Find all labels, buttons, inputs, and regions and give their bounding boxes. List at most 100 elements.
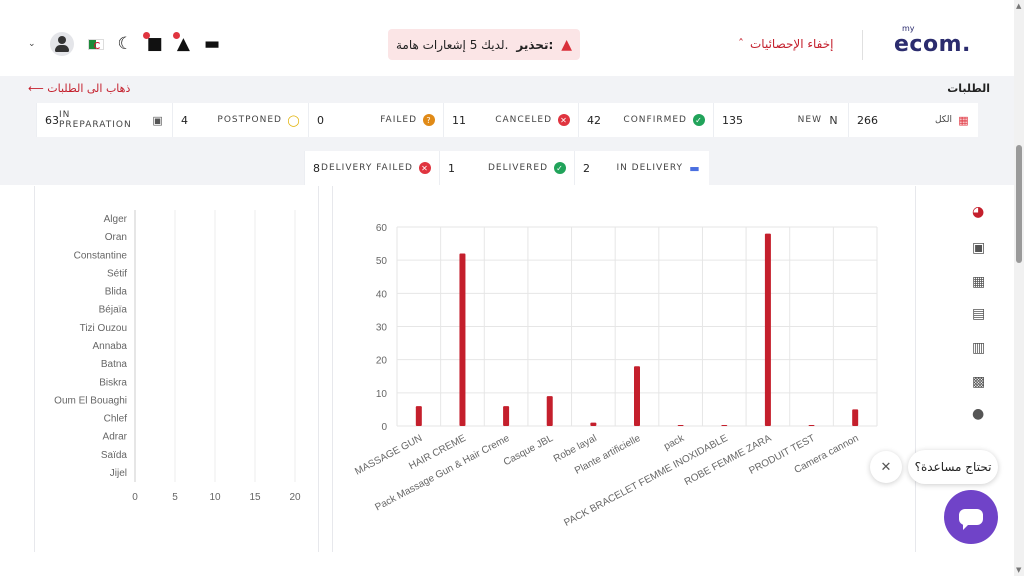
stat-label: CANCELED ✕ bbox=[495, 114, 570, 126]
help-bubble[interactable]: تحتاج مساعدة؟ bbox=[908, 450, 998, 484]
stat-value: 63 bbox=[45, 113, 59, 127]
bar bbox=[721, 425, 728, 426]
go-to-orders-link[interactable]: ⟵ ذهاب الى الطلبات bbox=[28, 82, 130, 95]
stat-value: 1 bbox=[448, 161, 455, 175]
cart-icon[interactable]: ▥ bbox=[972, 340, 986, 356]
stat-label-text: IN PREPARATION bbox=[59, 110, 132, 130]
close-icon[interactable]: ✕ bbox=[870, 451, 902, 483]
product-chart-panel: 0 10 20 30 40 50 60 MASSAGE GUN HAIR CREME Pack M… bbox=[332, 186, 916, 552]
question-circle-icon: ? bbox=[423, 114, 435, 126]
user-avatar[interactable] bbox=[49, 32, 74, 56]
stat-label-text: الكل bbox=[934, 115, 952, 125]
alert-prefix: تحذير: bbox=[516, 37, 554, 52]
stat-in-preparation[interactable]: 63 IN PREPARATION ▣ bbox=[36, 103, 172, 137]
bar bbox=[808, 425, 815, 426]
y-tick-label: 10 bbox=[376, 389, 388, 400]
stat-label: DELIVERY FAILED ✕ bbox=[321, 162, 431, 174]
bar bbox=[677, 425, 684, 426]
stat-label-text: CANCELED bbox=[495, 115, 552, 125]
algeria-flag-icon[interactable] bbox=[87, 38, 104, 50]
stat-label-text: CONFIRMED bbox=[623, 115, 687, 125]
chat-bubble-icon bbox=[959, 509, 983, 530]
x-tick-label: 10 bbox=[209, 492, 221, 503]
stat-label: FAILED? bbox=[380, 114, 435, 126]
bar bbox=[764, 233, 771, 426]
scroll-down-icon[interactable]: ▼ bbox=[1016, 566, 1022, 574]
y-tick-label: Annaba bbox=[93, 341, 128, 352]
bar bbox=[503, 406, 510, 426]
y-tick-label: Béjaïa bbox=[99, 305, 128, 316]
stat-label: IN DELIVERY ▬ bbox=[616, 162, 701, 175]
alert-banner[interactable]: لديك 5 إشعارات هامة. تحذير: ▲ bbox=[388, 29, 580, 60]
hide-stats-toggle[interactable]: ˆ إخفاء الإحصائيات bbox=[738, 37, 834, 51]
pie-chart-icon[interactable]: ◕ bbox=[972, 204, 985, 220]
stat-label: الكل ▦ bbox=[934, 114, 970, 127]
stats-row-primary: 266 الكل ▦ 135 NEW N 42 CONFIRMED ✓ 11 CANCELED ✕ 0 F… bbox=[36, 103, 978, 137]
y-tick-label: 60 bbox=[376, 223, 388, 234]
y-tick-label: 50 bbox=[376, 256, 388, 267]
bar bbox=[852, 409, 859, 426]
y-tick-label: 30 bbox=[376, 323, 388, 334]
alarm-clock-icon: ◯ bbox=[287, 113, 301, 127]
stat-confirmed[interactable]: 42 CONFIRMED ✓ bbox=[578, 103, 713, 137]
stat-label: IN PREPARATION ▣ bbox=[59, 110, 164, 130]
top-bar: ⌄ ☾ ■ ▲ ▬ لديك 5 إشعارات هامة. تحذير: ▲ … bbox=[0, 0, 1014, 76]
stat-value: 8 bbox=[313, 161, 320, 175]
box-icon: ▣ bbox=[152, 113, 164, 127]
chevron-down-icon[interactable]: ⌄ bbox=[28, 39, 36, 49]
stat-new[interactable]: 135 NEW N bbox=[713, 103, 848, 137]
y-tick-label: Saïda bbox=[101, 450, 128, 461]
y-tick-label: Blida bbox=[105, 287, 128, 298]
chat-button[interactable] bbox=[944, 490, 998, 544]
cash-register-icon[interactable]: ▤ bbox=[972, 306, 986, 322]
page-scrollbar[interactable]: ▲ ▼ bbox=[1014, 0, 1024, 576]
stat-in-delivery[interactable]: 2 IN DELIVERY ▬ bbox=[574, 151, 709, 185]
x-tick-label: 0 bbox=[132, 492, 138, 503]
y-tick-label: Sétif bbox=[107, 268, 127, 279]
stat-canceled[interactable]: 11 CANCELED ✕ bbox=[443, 103, 578, 137]
y-tick-label: Constantine bbox=[74, 250, 128, 261]
y-tick-label: Alger bbox=[104, 214, 128, 225]
stat-delivered[interactable]: 1 DELIVERED ✓ bbox=[439, 151, 574, 185]
store-icon[interactable]: ▩ bbox=[972, 374, 986, 390]
stat-postponed[interactable]: 4 POSTPONED ◯ bbox=[172, 103, 308, 137]
bar bbox=[415, 406, 422, 426]
stat-value: 4 bbox=[181, 113, 188, 127]
bar bbox=[590, 422, 597, 426]
warning-triangle-icon: ▲ bbox=[561, 36, 573, 53]
ticket-icon[interactable]: ▬ bbox=[203, 33, 220, 54]
stat-label: DELIVERED ✓ bbox=[488, 162, 566, 174]
y-tick-label: Chlef bbox=[104, 414, 128, 425]
stat-label-text: DELIVERED bbox=[488, 163, 548, 173]
warning-icon[interactable]: ▲ bbox=[172, 31, 190, 53]
y-tick-label: 20 bbox=[376, 356, 388, 367]
stat-label-text: POSTPONED bbox=[217, 115, 282, 125]
box-icon[interactable]: ▣ bbox=[972, 240, 986, 256]
scroll-up-icon[interactable]: ▲ bbox=[1016, 2, 1022, 10]
stat-all[interactable]: 266 الكل ▦ bbox=[848, 103, 978, 137]
building-icon[interactable]: ▦ bbox=[972, 274, 986, 290]
arrow-left-icon: ⟵ bbox=[28, 82, 48, 95]
y-tick-label: Tizi Ouzou bbox=[80, 323, 127, 334]
bar bbox=[459, 253, 466, 426]
wilaya-bar-chart: 0 5 10 15 20 Alger Oran Constantine Sétif Blida Bé… bbox=[54, 210, 301, 503]
stat-label: POSTPONED ◯ bbox=[217, 113, 301, 127]
y-tick-label: Adrar bbox=[103, 432, 128, 443]
x-circle-icon: ✕ bbox=[419, 162, 431, 174]
scrollbar-thumb[interactable] bbox=[1016, 145, 1022, 263]
chevron-up-icon: ˆ bbox=[738, 37, 744, 51]
bell-icon[interactable]: ■ bbox=[142, 31, 163, 53]
moon-icon[interactable]: ☾ bbox=[117, 33, 133, 54]
check-circle-icon: ✓ bbox=[554, 162, 566, 174]
hide-stats-label: إخفاء الإحصائيات bbox=[750, 37, 834, 51]
stat-failed[interactable]: 0 FAILED? bbox=[308, 103, 443, 137]
orders-title: الطلبات bbox=[947, 82, 990, 95]
users-icon[interactable]: ● bbox=[972, 406, 985, 422]
y-tick-label: 40 bbox=[376, 289, 388, 300]
new-badge-icon: N bbox=[829, 113, 839, 127]
stat-delivery-failed[interactable]: 8 DELIVERY FAILED ✕ bbox=[304, 151, 439, 185]
logo-ecom: ecom. bbox=[894, 32, 971, 57]
stat-label: NEW N bbox=[797, 113, 840, 127]
stat-label-text: NEW bbox=[797, 115, 822, 125]
